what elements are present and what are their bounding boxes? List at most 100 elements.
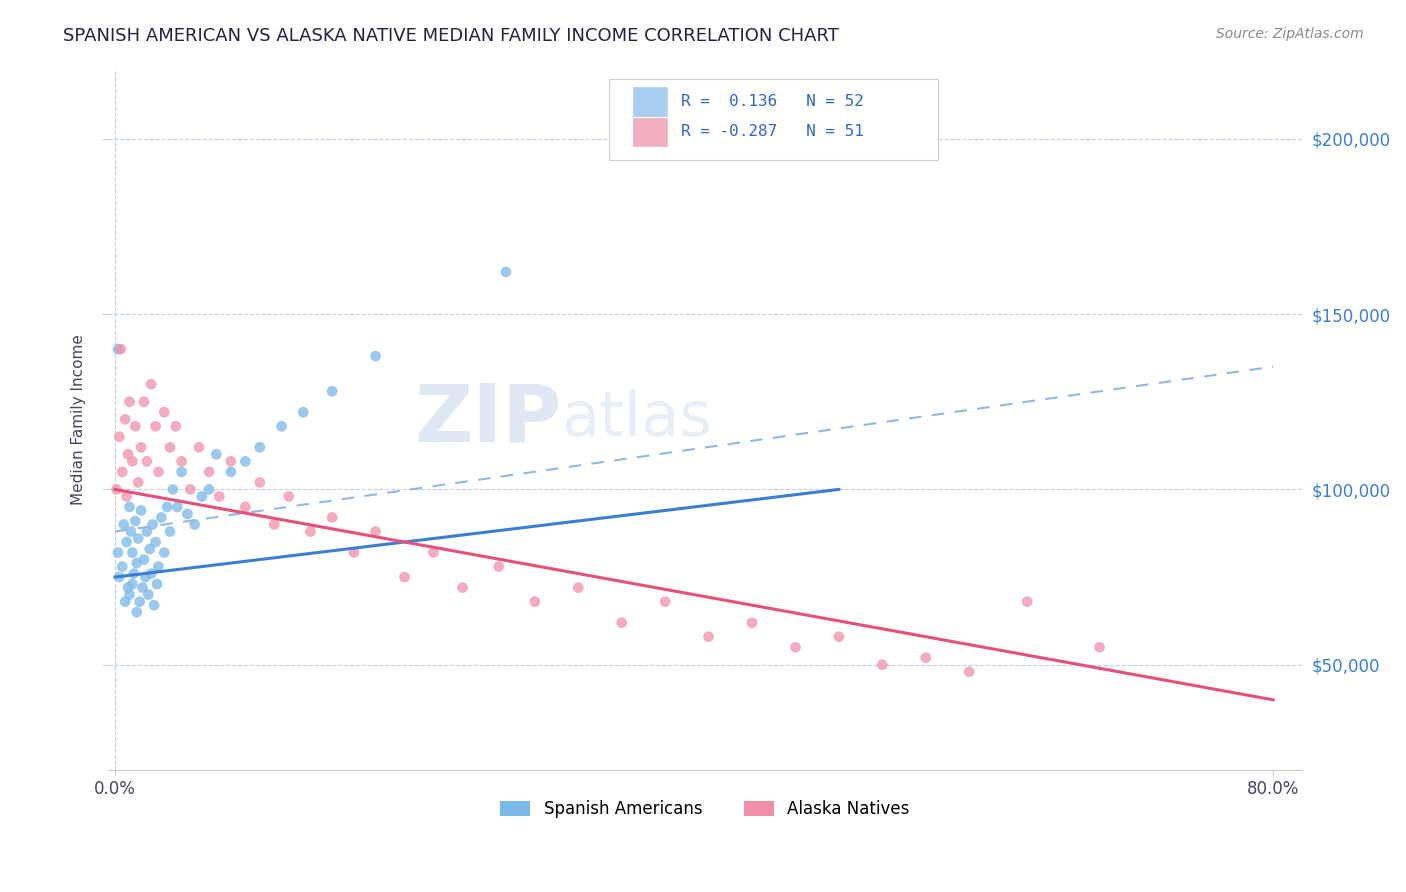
Point xyxy=(127,532,149,546)
Point xyxy=(233,454,256,468)
Point xyxy=(198,483,221,497)
Point xyxy=(914,650,936,665)
Point xyxy=(166,500,188,514)
Point xyxy=(162,483,184,497)
Bar xyxy=(633,87,666,116)
Y-axis label: Median Family Income: Median Family Income xyxy=(72,334,86,505)
Bar xyxy=(633,118,666,145)
Point xyxy=(292,405,315,419)
Point xyxy=(125,605,148,619)
Point xyxy=(139,542,162,557)
Point xyxy=(135,524,157,539)
Point xyxy=(523,594,546,608)
Point xyxy=(136,588,159,602)
Point xyxy=(124,514,146,528)
Point xyxy=(205,447,228,461)
Point xyxy=(364,349,387,363)
Point xyxy=(277,490,299,504)
Point xyxy=(219,454,242,468)
Point xyxy=(1088,640,1111,655)
Point xyxy=(108,430,131,444)
Point xyxy=(121,545,143,559)
Point xyxy=(111,465,134,479)
Point xyxy=(105,483,128,497)
Point xyxy=(270,419,292,434)
Point xyxy=(118,588,141,602)
Point xyxy=(107,342,129,356)
Text: R = -0.287   N = 51: R = -0.287 N = 51 xyxy=(681,124,863,139)
Point xyxy=(153,405,176,419)
Point xyxy=(697,630,720,644)
Point xyxy=(148,465,170,479)
Point xyxy=(343,545,366,559)
Point xyxy=(129,503,152,517)
Point xyxy=(451,581,474,595)
Point xyxy=(148,559,170,574)
Point xyxy=(110,342,132,356)
Point xyxy=(219,465,242,479)
Point xyxy=(741,615,763,630)
Point xyxy=(120,524,142,539)
Point xyxy=(394,570,416,584)
Point xyxy=(114,594,136,608)
Point xyxy=(131,581,153,595)
Point xyxy=(145,535,167,549)
Point xyxy=(114,412,136,426)
Point xyxy=(108,570,131,584)
Point xyxy=(141,377,163,392)
Point xyxy=(208,490,231,504)
Point xyxy=(321,510,343,524)
Point xyxy=(321,384,343,399)
Point xyxy=(145,419,167,434)
Point xyxy=(872,657,894,672)
Point xyxy=(249,475,271,490)
Point xyxy=(654,594,676,608)
Point xyxy=(364,524,387,539)
Point xyxy=(1015,594,1038,608)
Point xyxy=(143,598,166,612)
Point xyxy=(263,517,285,532)
Point xyxy=(422,545,444,559)
Point xyxy=(117,581,139,595)
Text: R =  0.136   N = 52: R = 0.136 N = 52 xyxy=(681,94,863,109)
Point xyxy=(785,640,807,655)
Point xyxy=(117,447,139,461)
Point xyxy=(170,465,193,479)
Text: atlas: atlas xyxy=(561,389,713,450)
Point xyxy=(107,545,129,559)
Point xyxy=(170,454,193,468)
Point xyxy=(127,475,149,490)
Point xyxy=(495,265,517,279)
Point xyxy=(118,394,141,409)
Point xyxy=(118,500,141,514)
Point xyxy=(176,507,198,521)
FancyBboxPatch shape xyxy=(609,79,938,160)
Point xyxy=(132,552,155,566)
Point xyxy=(567,581,589,595)
Point xyxy=(146,577,169,591)
Legend: Spanish Americans, Alaska Natives: Spanish Americans, Alaska Natives xyxy=(494,794,917,825)
Point xyxy=(135,454,157,468)
Point xyxy=(233,500,256,514)
Point xyxy=(159,524,181,539)
Point xyxy=(179,483,201,497)
Text: SPANISH AMERICAN VS ALASKA NATIVE MEDIAN FAMILY INCOME CORRELATION CHART: SPANISH AMERICAN VS ALASKA NATIVE MEDIAN… xyxy=(63,27,839,45)
Point xyxy=(828,630,851,644)
Point xyxy=(610,615,633,630)
Point xyxy=(153,545,176,559)
Text: ZIP: ZIP xyxy=(415,380,561,458)
Point xyxy=(112,517,135,532)
Point xyxy=(165,419,187,434)
Point xyxy=(134,570,156,584)
Point xyxy=(129,440,152,454)
Point xyxy=(957,665,980,679)
Point xyxy=(115,490,138,504)
Point xyxy=(142,517,165,532)
Point xyxy=(128,594,150,608)
Point xyxy=(121,577,143,591)
Point xyxy=(121,454,143,468)
Point xyxy=(122,566,145,581)
Point xyxy=(191,490,214,504)
Point xyxy=(188,440,211,454)
Point xyxy=(111,559,134,574)
